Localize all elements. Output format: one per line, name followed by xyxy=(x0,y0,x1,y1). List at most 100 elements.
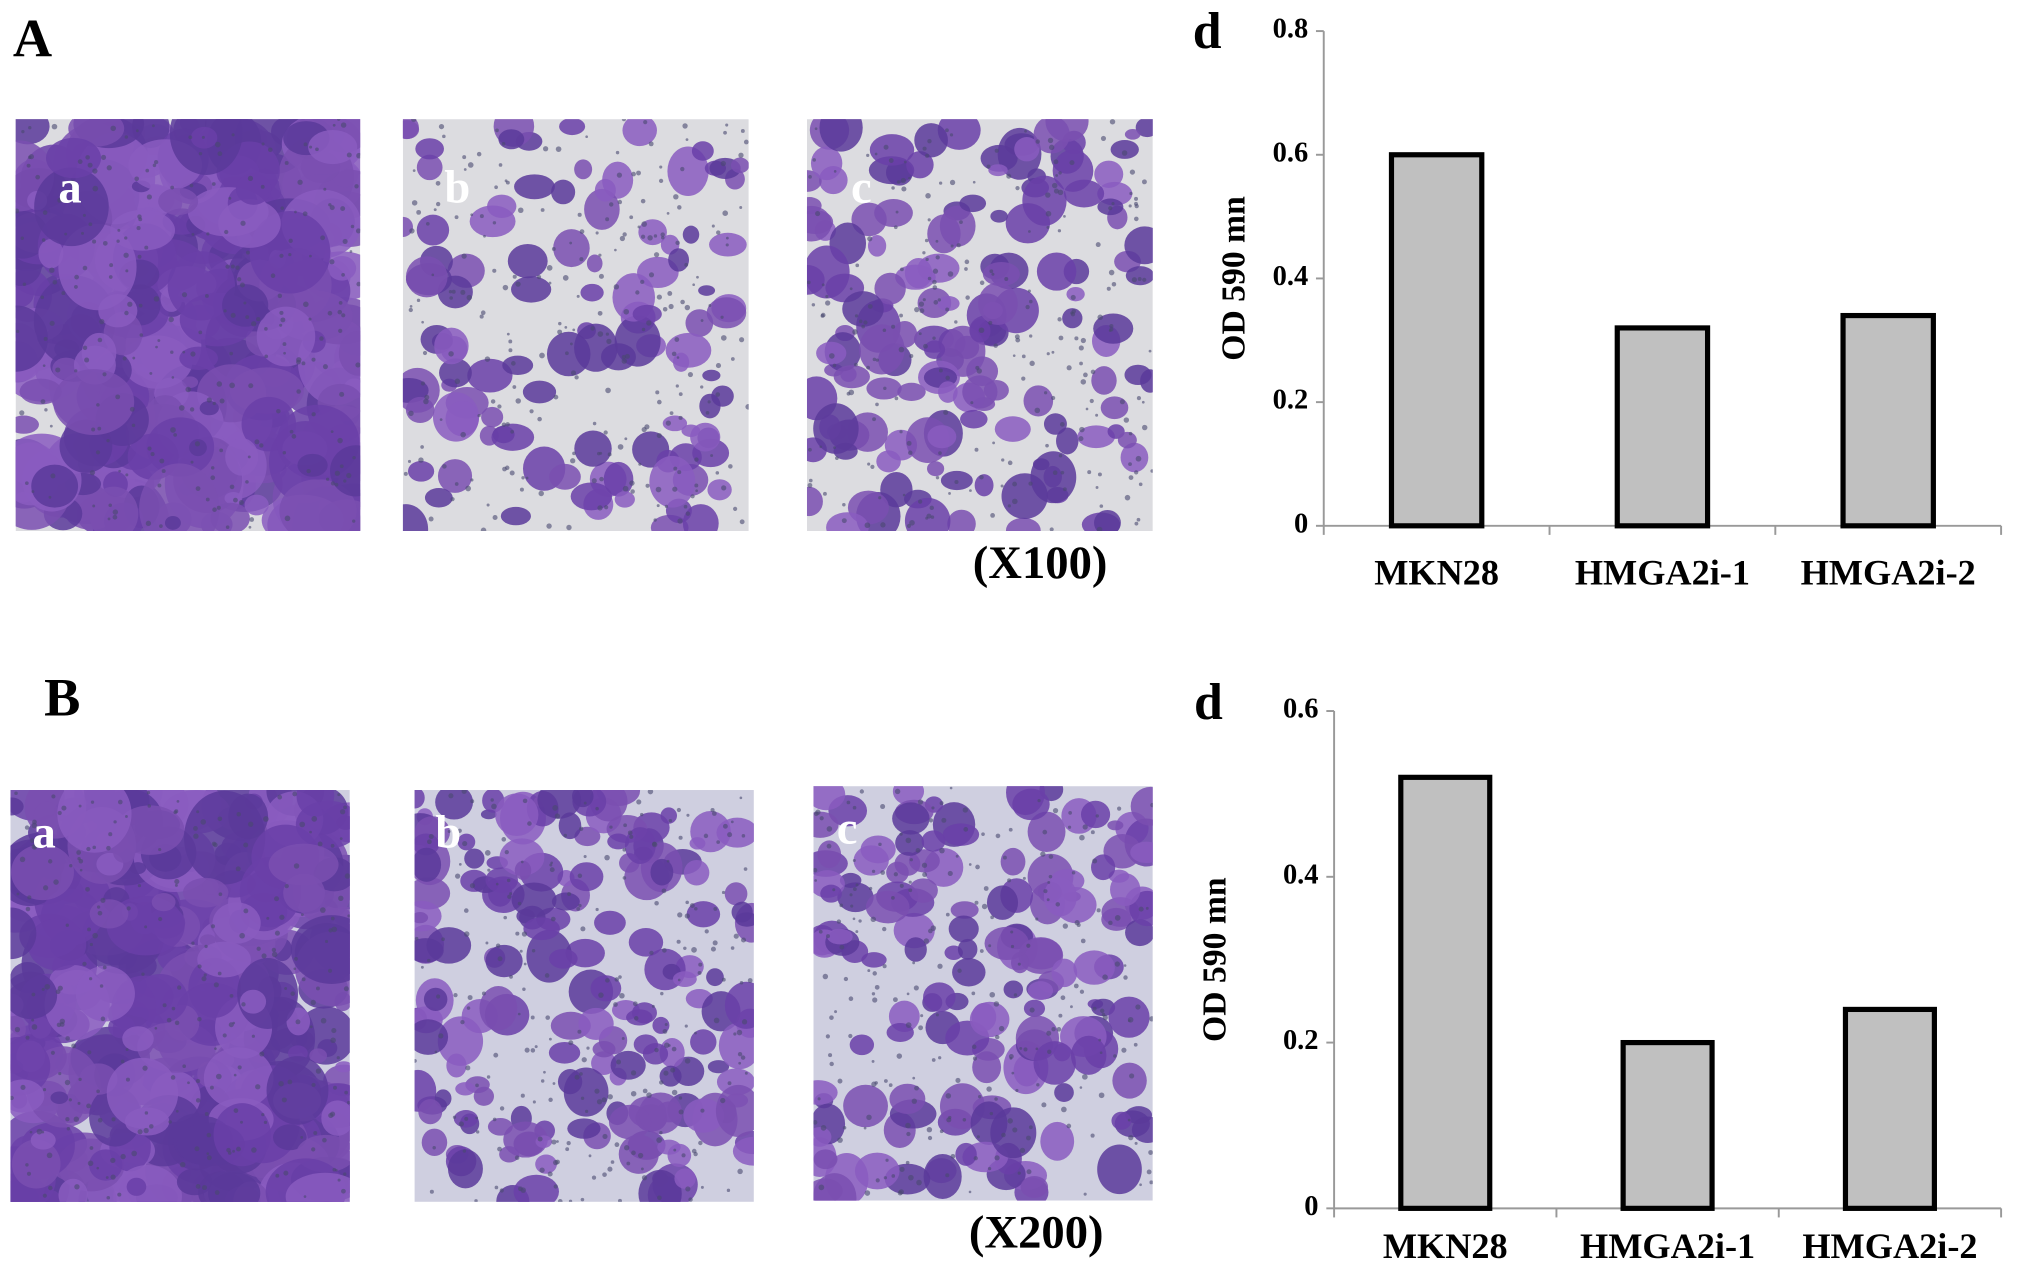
pore xyxy=(260,184,265,189)
stained-cell xyxy=(321,1100,350,1136)
pore xyxy=(1058,171,1062,175)
pore xyxy=(685,511,691,516)
stained-cell xyxy=(1093,313,1134,344)
stained-cell xyxy=(706,297,747,329)
pore xyxy=(675,384,679,388)
pore xyxy=(538,490,544,497)
pore xyxy=(630,489,635,494)
pore xyxy=(939,801,944,806)
pore xyxy=(491,803,497,810)
pore xyxy=(102,372,107,377)
pore xyxy=(450,497,455,502)
pore xyxy=(145,168,150,173)
pore xyxy=(1099,1051,1103,1055)
pore xyxy=(1138,482,1143,487)
pore xyxy=(162,1003,167,1008)
pore xyxy=(1051,350,1055,354)
pore xyxy=(602,1133,608,1140)
pore xyxy=(908,176,911,180)
pore xyxy=(658,178,664,184)
stained-cell xyxy=(434,327,469,365)
pore xyxy=(467,995,473,1001)
x-tick-label: HMGA2i-2 xyxy=(1802,1226,1977,1266)
stained-cell xyxy=(937,119,981,150)
pore xyxy=(599,476,604,482)
pore xyxy=(31,992,36,997)
stained-cell xyxy=(813,403,859,454)
pore xyxy=(555,1159,560,1165)
stained-cell xyxy=(892,802,930,835)
pore xyxy=(87,927,91,932)
pore xyxy=(1035,1047,1039,1051)
pore xyxy=(909,520,915,526)
pore xyxy=(687,371,694,378)
pore xyxy=(676,807,682,813)
stained-cell xyxy=(164,515,181,530)
stained-cell xyxy=(1043,877,1077,917)
stained-cell xyxy=(876,450,901,473)
pore xyxy=(1111,282,1117,287)
pore xyxy=(945,1093,952,1099)
pore xyxy=(1102,974,1108,980)
pore xyxy=(442,464,447,469)
pore xyxy=(875,358,879,362)
pore xyxy=(530,1048,536,1053)
pore xyxy=(973,1156,978,1161)
pore xyxy=(311,816,318,822)
pore xyxy=(58,1072,62,1076)
pore xyxy=(448,793,454,799)
stained-cell xyxy=(126,1177,147,1196)
pore xyxy=(195,1078,201,1084)
pore xyxy=(324,939,329,944)
stained-cell xyxy=(415,138,444,160)
pore xyxy=(303,301,309,308)
pore xyxy=(918,301,925,307)
pore xyxy=(662,306,668,312)
pore xyxy=(627,830,633,836)
pore xyxy=(1007,460,1013,466)
pore xyxy=(1025,304,1030,310)
pore xyxy=(101,154,107,160)
stained-cell xyxy=(218,199,281,248)
pore xyxy=(1124,494,1131,501)
pore xyxy=(988,944,992,948)
pore xyxy=(202,1185,207,1191)
pore xyxy=(1108,329,1112,333)
pore xyxy=(1053,188,1060,194)
pore xyxy=(153,296,160,302)
pore xyxy=(621,1036,625,1040)
pore xyxy=(117,1192,122,1197)
pore xyxy=(725,243,729,247)
pore xyxy=(638,462,642,466)
pore xyxy=(737,1168,743,1175)
pore xyxy=(452,1115,457,1119)
pore xyxy=(74,1184,80,1190)
pore xyxy=(229,351,234,356)
pore xyxy=(1141,179,1147,185)
pore xyxy=(1080,337,1086,344)
pore xyxy=(48,495,52,499)
pore xyxy=(529,409,534,414)
pore xyxy=(670,1067,676,1073)
pore xyxy=(89,1146,94,1150)
pore xyxy=(946,1117,952,1123)
pore xyxy=(31,1024,38,1030)
pore xyxy=(1004,277,1009,282)
pore xyxy=(552,805,558,811)
pore xyxy=(741,1019,748,1025)
pore xyxy=(615,150,620,155)
stained-cell xyxy=(495,793,539,836)
pore xyxy=(579,257,584,262)
stained-cell xyxy=(843,1084,888,1128)
pore xyxy=(924,238,929,243)
pore xyxy=(521,931,528,937)
pore xyxy=(1138,906,1144,912)
pore xyxy=(864,522,871,529)
pore xyxy=(515,931,520,936)
pore xyxy=(263,1120,268,1125)
pore xyxy=(509,974,513,979)
pore xyxy=(849,893,853,897)
pore xyxy=(554,813,561,819)
stained-cell xyxy=(54,339,80,359)
